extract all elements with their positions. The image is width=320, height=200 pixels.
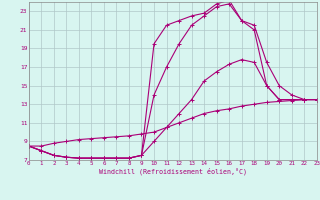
X-axis label: Windchill (Refroidissement éolien,°C): Windchill (Refroidissement éolien,°C) (99, 168, 247, 175)
